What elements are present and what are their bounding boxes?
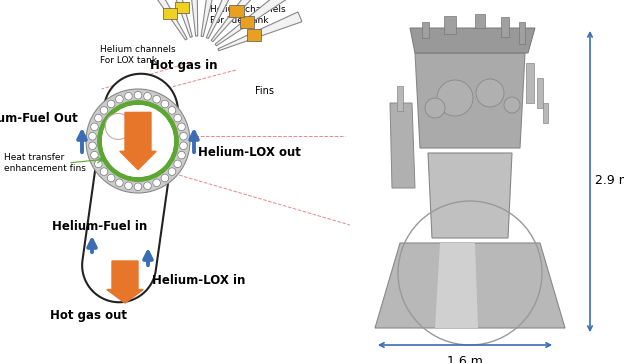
Polygon shape xyxy=(135,0,187,40)
Polygon shape xyxy=(120,113,156,170)
Text: Helium-LOX out: Helium-LOX out xyxy=(198,147,301,159)
Circle shape xyxy=(178,123,185,131)
Circle shape xyxy=(102,105,174,177)
Circle shape xyxy=(134,183,142,191)
Circle shape xyxy=(144,182,151,189)
Polygon shape xyxy=(375,243,565,328)
Circle shape xyxy=(95,114,102,122)
Circle shape xyxy=(89,132,96,140)
Circle shape xyxy=(144,93,151,100)
Bar xyxy=(519,22,525,44)
Polygon shape xyxy=(211,0,272,42)
Bar xyxy=(444,16,456,34)
Text: Hot gas out: Hot gas out xyxy=(50,309,127,322)
Circle shape xyxy=(134,91,142,99)
Polygon shape xyxy=(175,2,188,13)
Text: Fins: Fins xyxy=(255,86,274,96)
Circle shape xyxy=(107,174,115,182)
Circle shape xyxy=(174,114,182,122)
Polygon shape xyxy=(215,0,290,46)
Circle shape xyxy=(125,93,132,100)
Bar xyxy=(421,22,429,38)
Circle shape xyxy=(180,142,187,150)
Text: Heat transfer
enhancement fins: Heat transfer enhancement fins xyxy=(4,153,86,173)
Polygon shape xyxy=(390,103,415,188)
Polygon shape xyxy=(163,8,177,19)
Bar xyxy=(526,63,534,103)
Circle shape xyxy=(100,107,108,114)
Circle shape xyxy=(476,79,504,107)
Bar xyxy=(542,103,547,123)
Circle shape xyxy=(90,123,98,131)
Polygon shape xyxy=(201,0,224,37)
Text: 1.6 m: 1.6 m xyxy=(447,355,483,363)
Polygon shape xyxy=(107,261,143,303)
Polygon shape xyxy=(82,74,178,302)
Text: 2.9 m: 2.9 m xyxy=(595,175,624,188)
Circle shape xyxy=(425,98,445,118)
Circle shape xyxy=(174,160,182,168)
Circle shape xyxy=(100,168,108,175)
Circle shape xyxy=(105,114,131,139)
Polygon shape xyxy=(186,0,198,36)
Circle shape xyxy=(89,142,96,150)
Circle shape xyxy=(86,89,190,193)
Text: Helium-LOX in: Helium-LOX in xyxy=(152,274,245,287)
Circle shape xyxy=(125,182,132,189)
Text: Helium-Fuel Out: Helium-Fuel Out xyxy=(0,113,78,126)
Circle shape xyxy=(115,95,123,103)
Polygon shape xyxy=(428,153,512,238)
Circle shape xyxy=(180,132,187,140)
Circle shape xyxy=(153,95,160,103)
Circle shape xyxy=(95,160,102,168)
Bar xyxy=(537,78,543,108)
Circle shape xyxy=(168,107,176,114)
Circle shape xyxy=(504,97,520,113)
Circle shape xyxy=(107,100,115,108)
Circle shape xyxy=(178,151,185,159)
Circle shape xyxy=(153,179,160,187)
Polygon shape xyxy=(415,53,525,148)
Polygon shape xyxy=(435,243,478,328)
Circle shape xyxy=(115,179,123,187)
Circle shape xyxy=(168,168,176,175)
Circle shape xyxy=(90,151,98,159)
Bar xyxy=(475,14,485,28)
Bar xyxy=(501,17,509,37)
Circle shape xyxy=(161,100,168,108)
Polygon shape xyxy=(240,16,254,28)
Circle shape xyxy=(437,80,473,116)
Polygon shape xyxy=(160,0,192,37)
Text: Helium channels
For LOX tank: Helium channels For LOX tank xyxy=(100,45,175,65)
Circle shape xyxy=(99,102,177,179)
Polygon shape xyxy=(218,12,302,51)
Bar xyxy=(397,86,403,110)
Polygon shape xyxy=(230,5,244,17)
Polygon shape xyxy=(247,29,261,41)
Text: Helium channels
For Fuel tank: Helium channels For Fuel tank xyxy=(210,5,286,25)
Text: Hot gas in: Hot gas in xyxy=(150,58,218,72)
Circle shape xyxy=(161,174,168,182)
Polygon shape xyxy=(207,0,250,38)
Text: Helium-Fuel in: Helium-Fuel in xyxy=(52,220,147,233)
Polygon shape xyxy=(410,28,535,53)
